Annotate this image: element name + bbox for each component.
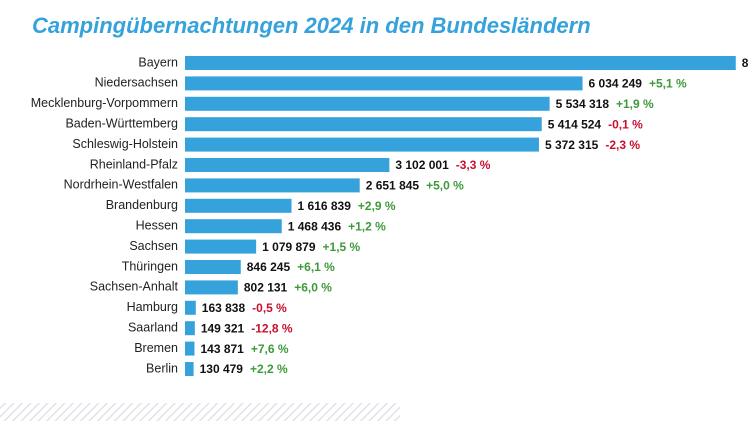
category-label: Niedersachsen [95,76,178,90]
bar [185,178,360,193]
bar [185,76,583,91]
bar [185,137,539,152]
value-label: 5 534 318 [556,97,610,111]
value-label: 8 [742,56,749,70]
bar [185,158,390,172]
value-label: 1 616 839 [298,199,352,213]
value-label: 3 102 001 [395,158,449,172]
category-label: Bayern [138,55,178,69]
value-label: 143 871 [200,342,244,356]
change-label: -0,1 % [608,117,643,131]
category-label: Sachsen [129,239,178,253]
change-label: -0,5 % [252,301,287,315]
change-label: +1,9 % [616,97,654,111]
change-label: -2,3 % [605,138,640,152]
change-label: +6,1 % [297,260,335,274]
change-label: +2,9 % [358,199,396,213]
bar [185,117,542,132]
value-label: 5 372 315 [545,138,599,152]
change-label: +1,5 % [323,240,361,254]
category-label: Bremen [134,341,178,355]
category-label: Sachsen-Anhalt [90,280,179,294]
chart-title: Campingübernachtungen 2024 in den Bundes… [32,13,591,38]
change-label: +6,0 % [294,281,332,295]
change-label: +5,1 % [649,77,687,91]
change-label: +5,0 % [426,179,464,193]
value-label: 1 079 879 [262,240,316,254]
category-label: Saarland [128,320,178,334]
value-label: 1 468 436 [288,219,342,233]
bar [185,280,238,295]
bar [185,198,292,213]
category-label: Mecklenburg-Vorpommern [31,96,178,110]
change-label: -3,3 % [456,158,491,172]
value-label: 163 838 [202,301,246,315]
bar [185,96,550,111]
category-label: Berlin [146,361,178,375]
value-label: 2 651 845 [366,179,420,193]
bar [185,260,241,274]
bar [185,362,194,376]
category-label: Nordrhein-Westfalen [64,178,178,192]
change-label: -12,8 % [251,321,293,335]
value-label: 130 479 [200,362,244,376]
value-label: 6 034 249 [589,77,643,91]
category-label: Hessen [136,218,178,232]
value-label: 149 321 [201,321,245,335]
bar [185,56,736,70]
category-label: Brandenburg [106,198,178,212]
category-label: Rheinland-Pfalz [90,157,178,171]
change-label: +2,2 % [250,362,288,376]
bar [185,341,195,356]
bar [185,219,282,234]
value-label: 846 245 [247,260,291,274]
value-label: 5 414 524 [548,117,602,131]
decor-band [0,403,400,421]
category-label: Schleswig-Holstein [72,137,178,151]
bar [185,321,195,336]
category-label: Thüringen [122,259,178,273]
category-label: Baden-Württemberg [65,116,178,130]
bar [185,300,196,315]
category-label: Hamburg [127,300,178,314]
bar [185,239,257,254]
change-label: +1,2 % [348,219,386,233]
value-label: 802 131 [244,281,288,295]
change-label: +7,6 % [251,342,289,356]
